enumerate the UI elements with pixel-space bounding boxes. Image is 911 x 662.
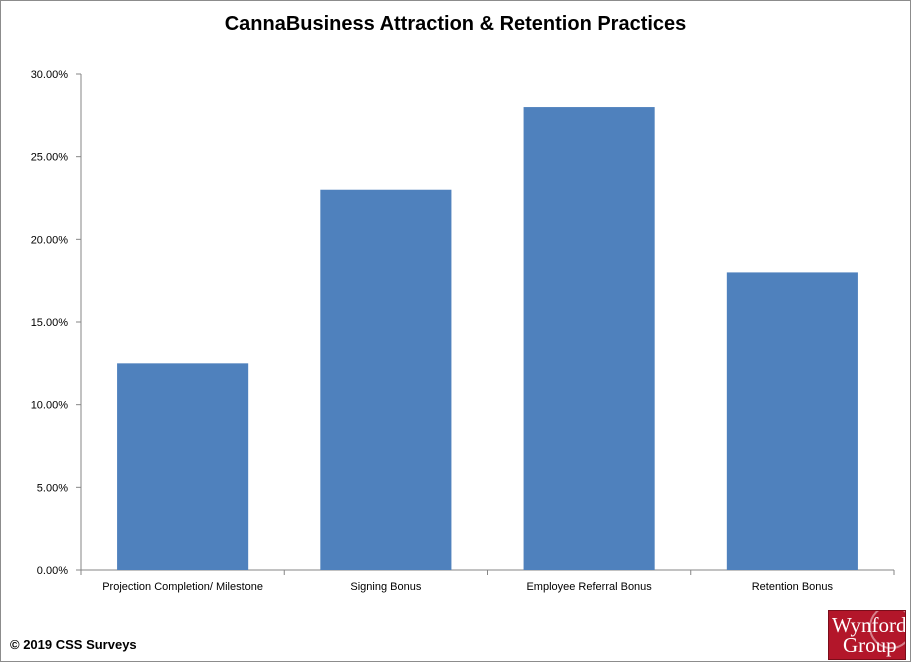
y-tick-label: 15.00% [31, 317, 69, 329]
bar [523, 107, 655, 571]
wynford-group-logo: Wynford Group [828, 610, 906, 660]
y-tick-label: 5.00% [37, 482, 68, 494]
x-tick-label: Projection Completion/ Milestone [102, 581, 263, 593]
y-tick-label: 30.00% [31, 69, 69, 81]
x-tick-label: Employee Referral Bonus [526, 581, 652, 593]
logo-ring-icon [869, 611, 905, 649]
bar [320, 189, 452, 570]
y-axis: 0.00% 5.00% 10.00% 15.00% 20.00% 25.00% 30.00% [31, 69, 82, 577]
chart-title: CannaBusiness Attraction & Retention Pra… [224, 13, 687, 35]
x-tick-label: Signing Bonus [350, 581, 421, 593]
bar-series [117, 107, 858, 571]
x-tick-label: Retention Bonus [752, 581, 834, 593]
x-axis: Projection Completion/ Milestone Signing … [80, 569, 895, 593]
copyright-text: © 2019 CSS Surveys [10, 637, 137, 652]
bar [117, 363, 249, 570]
y-tick-label: 10.00% [31, 400, 69, 412]
logo-line1: Wynford [832, 613, 906, 637]
y-tick-label: 25.00% [31, 152, 69, 164]
y-tick-label: 20.00% [31, 234, 69, 246]
y-tick-label: 0.00% [37, 565, 68, 577]
bar [726, 272, 858, 570]
logo-line2: Group [843, 633, 897, 657]
